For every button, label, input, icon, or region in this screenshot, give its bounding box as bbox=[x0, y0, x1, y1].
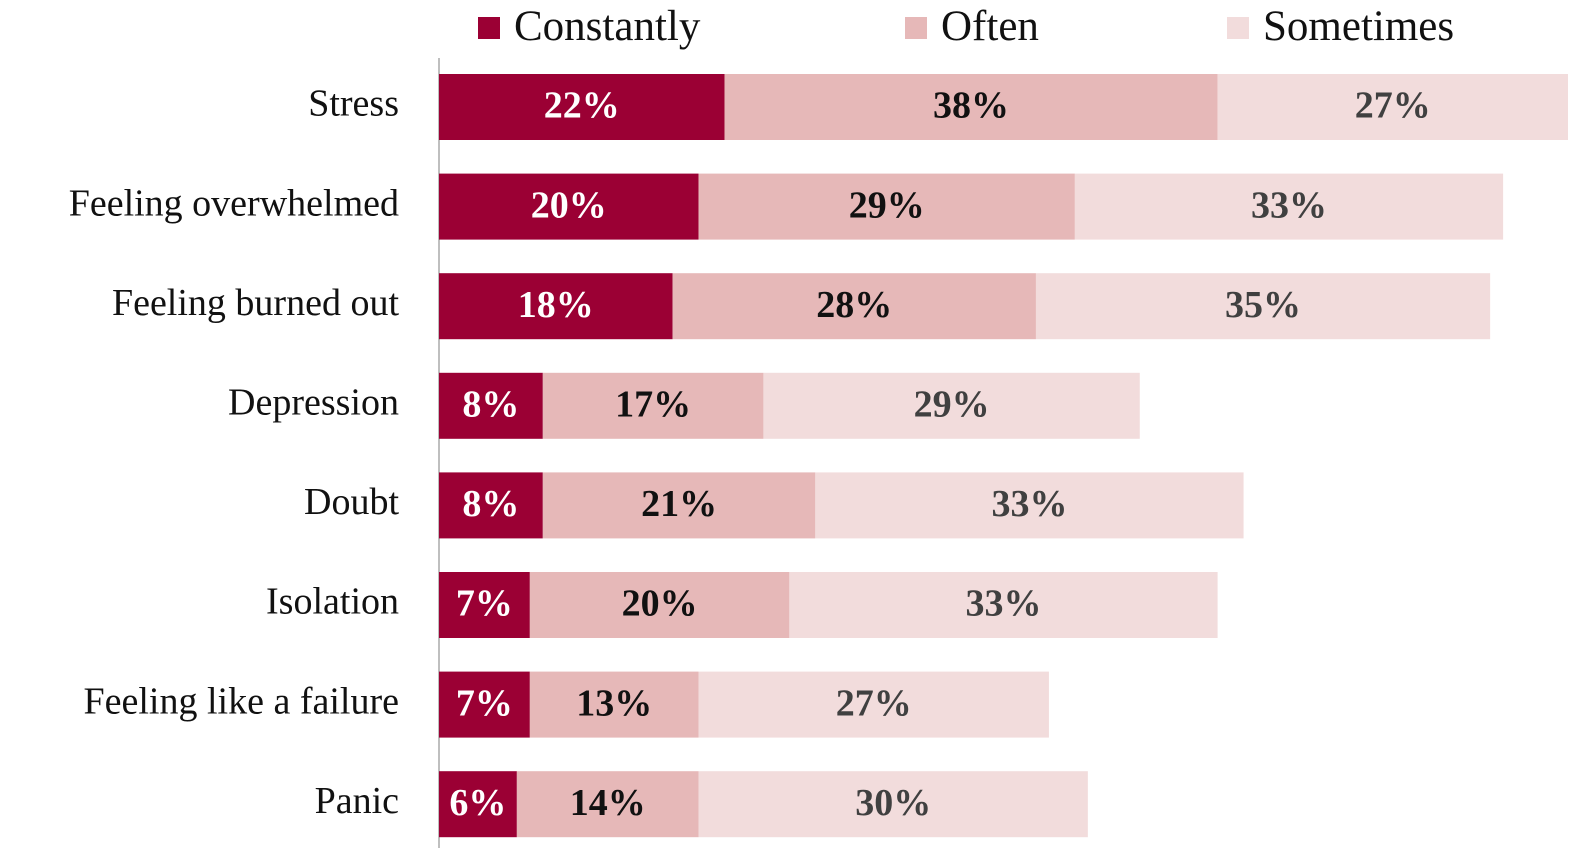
bar-segment bbox=[542, 472, 816, 539]
data-label: 13% bbox=[576, 682, 652, 724]
bar-segment bbox=[815, 472, 1244, 539]
legend-swatch bbox=[478, 17, 500, 39]
data-label: 8% bbox=[462, 384, 519, 426]
data-label: 7% bbox=[456, 682, 513, 724]
bar-segment bbox=[439, 472, 543, 539]
legend-label: Sometimes bbox=[1263, 3, 1454, 50]
bar-segment bbox=[439, 771, 517, 838]
bar-segment bbox=[529, 671, 699, 738]
bar-segment bbox=[439, 372, 543, 439]
data-label: 27% bbox=[1355, 85, 1431, 127]
bar-segment bbox=[529, 572, 790, 638]
data-label: 6% bbox=[449, 782, 506, 824]
data-label: 28% bbox=[816, 284, 892, 326]
data-label: 27% bbox=[836, 682, 912, 724]
category-label: Depression bbox=[228, 382, 399, 424]
bar-segment bbox=[439, 173, 699, 240]
bar-segment bbox=[542, 372, 764, 439]
data-label: 29% bbox=[849, 184, 925, 226]
data-label: 38% bbox=[933, 85, 1009, 127]
data-label: 20% bbox=[531, 184, 607, 226]
legend-swatch bbox=[1227, 17, 1249, 39]
bar-segment bbox=[439, 273, 673, 340]
data-label: 8% bbox=[462, 483, 519, 525]
category-label: Stress bbox=[308, 83, 399, 125]
data-label: 17% bbox=[615, 384, 691, 426]
bar-segment bbox=[439, 671, 530, 738]
data-label: 33% bbox=[991, 483, 1067, 525]
data-label: 29% bbox=[914, 384, 990, 426]
category-label: Feeling overwhelmed bbox=[69, 182, 399, 224]
bar-segment bbox=[516, 771, 699, 838]
data-label: 33% bbox=[1251, 184, 1327, 226]
category-label: Doubt bbox=[304, 481, 399, 523]
legend-label: Constantly bbox=[514, 3, 701, 50]
category-label: Isolation bbox=[266, 581, 399, 623]
data-label: 33% bbox=[966, 583, 1042, 625]
category-label: Feeling like a failure bbox=[84, 680, 400, 722]
bar-segment bbox=[724, 74, 1218, 140]
data-label: 35% bbox=[1225, 284, 1301, 326]
bar-segment bbox=[789, 572, 1218, 638]
category-label: Panic bbox=[315, 780, 399, 822]
bar-segment bbox=[1035, 273, 1491, 340]
bar-segment bbox=[698, 173, 1075, 240]
bar-segment bbox=[763, 372, 1140, 439]
bar-segment bbox=[1074, 173, 1504, 240]
bar-segment bbox=[439, 74, 725, 140]
legend-label: Often bbox=[941, 3, 1039, 50]
data-label: 7% bbox=[456, 583, 513, 625]
category-label: Feeling burned out bbox=[112, 282, 400, 324]
data-label: 14% bbox=[570, 782, 646, 824]
data-label: 20% bbox=[622, 583, 698, 625]
data-label: 30% bbox=[855, 782, 931, 824]
data-label: 18% bbox=[518, 284, 594, 326]
bar-segment bbox=[698, 671, 1049, 738]
legend-swatch bbox=[905, 17, 927, 39]
bar-segment bbox=[439, 572, 530, 638]
data-label: 21% bbox=[641, 483, 717, 525]
data-label: 22% bbox=[544, 85, 620, 127]
bar-segment bbox=[698, 771, 1088, 838]
bar-segment bbox=[672, 273, 1036, 340]
bar-segment bbox=[1217, 74, 1568, 140]
